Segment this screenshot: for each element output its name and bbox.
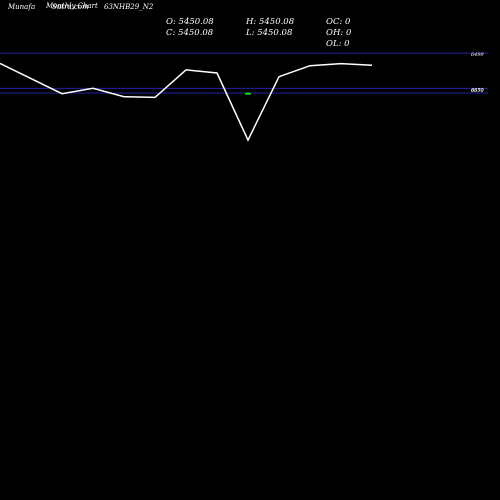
oh-value: OH: 0 <box>326 28 352 38</box>
candle-body <box>245 93 251 95</box>
grid-lines <box>0 52 488 94</box>
source-left-label: Munafa <box>7 3 35 11</box>
open-value: O: 5450.08 <box>166 17 214 27</box>
overlay-label: Monthly Chart <box>45 2 98 10</box>
ol-value: OL: 0 <box>326 39 350 49</box>
symbol-label: 63NHB29_N2 <box>104 3 154 11</box>
high-value: H: 5450.08 <box>245 17 295 27</box>
candles <box>245 92 251 95</box>
oc-value: OC: 0 <box>326 17 351 27</box>
y-tick-label: 6650 <box>471 87 485 93</box>
source-mid-label: Sutra.com <box>52 3 89 11</box>
close-value: C: 5450.08 <box>166 28 214 38</box>
overlay-line <box>0 62 373 142</box>
y-axis-ticks: 6670665064996150590056205400 <box>471 52 485 94</box>
y-tick-label: 6499 <box>471 52 485 58</box>
low-value: L: 5450.08 <box>245 28 293 38</box>
y-tick-label: 6670 <box>471 88 485 94</box>
